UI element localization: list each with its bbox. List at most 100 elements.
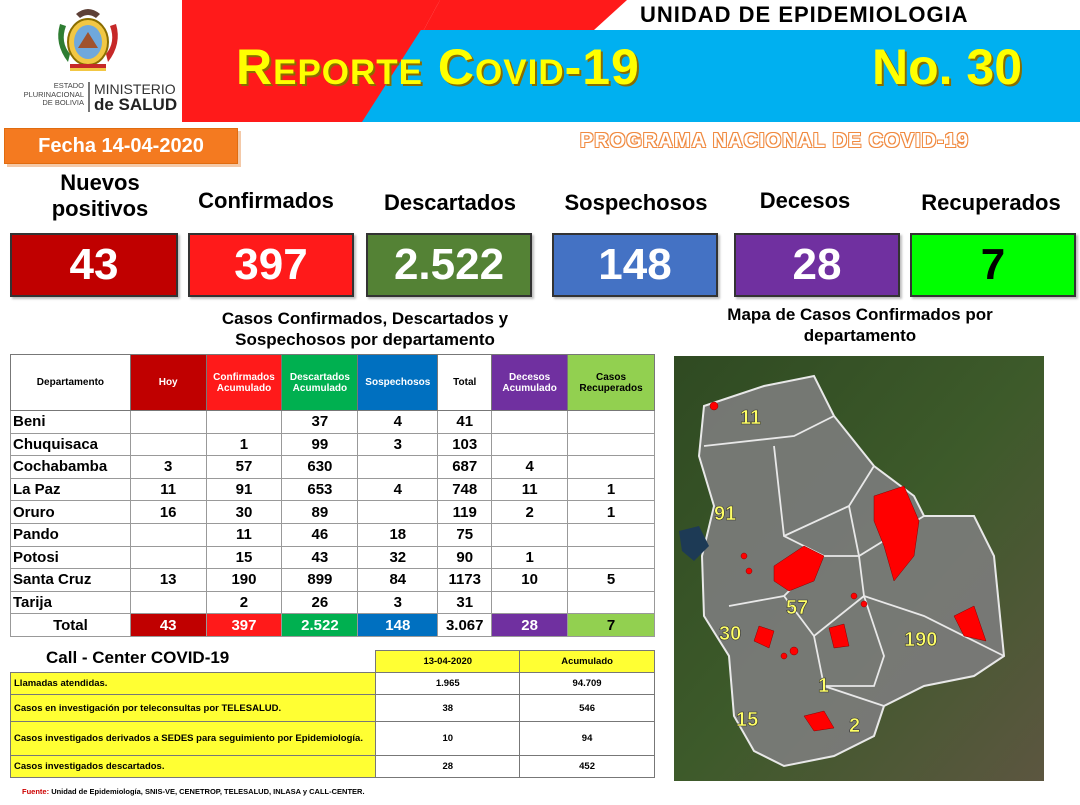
case-areas <box>709 401 987 732</box>
map-label-la-paz: 91 <box>714 503 736 525</box>
total-label-cell: Total <box>10 613 131 637</box>
cc-header-acum: Acumulado <box>519 650 655 673</box>
dept-value-cell: 75 <box>437 522 493 547</box>
table-row: Santa Cruz 13 190 899 84 1173 10 5 <box>10 568 655 592</box>
dept-value-cell: 11 <box>205 522 283 547</box>
map-label-potosi: 15 <box>736 709 758 731</box>
dept-table-header-cell: Sospechosos <box>357 354 439 411</box>
dept-value-cell: 1 <box>567 477 655 502</box>
dept-value-cell: 2 <box>205 590 283 615</box>
dept-value-cell: 1 <box>567 500 655 524</box>
cc-value-cell: 10 <box>375 721 521 756</box>
dept-value-cell: 1 <box>491 545 569 570</box>
dept-table-header-cell: Decesos Acumulado <box>491 354 569 411</box>
program-title: PROGRAMA NACIONAL DE COVID-19 <box>580 130 970 152</box>
stat-label-recuperados: Recuperados <box>921 190 1061 215</box>
table-row: Casos investigados descartados. 28 452 <box>9 755 655 778</box>
total-value-cell: 3.067 <box>437 613 493 637</box>
dept-value-cell: 630 <box>281 455 359 479</box>
header-banner <box>182 0 1080 122</box>
ministry-logo: ESTADO PLURINACIONAL DE BOLIVIA MINISTER… <box>14 2 184 120</box>
table-row: Casos en investigación por teleconsultas… <box>9 694 655 722</box>
dept-value-cell <box>567 522 655 547</box>
dept-value-cell <box>129 410 207 434</box>
table-row: Oruro 16 30 89 119 2 1 <box>10 500 655 524</box>
source-text: Unidad de Epidemiología, SNIS-VE, CENETR… <box>51 787 365 796</box>
dept-value-cell: 84 <box>357 568 439 592</box>
dept-name-cell: Pando <box>10 522 131 547</box>
dept-value-cell: 43 <box>281 545 359 570</box>
dept-value-cell: 4 <box>357 410 439 434</box>
dept-value-cell <box>129 522 207 547</box>
dept-value-cell: 99 <box>281 432 359 457</box>
dept-table-title: Casos Confirmados, Descartados y Sospech… <box>221 309 509 349</box>
dept-value-cell: 26 <box>281 590 359 615</box>
map-label-oruro: 30 <box>719 623 741 645</box>
stat-label-nuevos: Nuevos positivos <box>51 170 149 221</box>
source-label: Fuente: <box>22 787 50 796</box>
ministry-line: DE BOLIVIA <box>42 98 84 107</box>
dept-value-cell: 11 <box>129 477 207 502</box>
dept-value-cell <box>491 432 569 457</box>
dept-name-cell: Beni <box>10 410 131 434</box>
dept-value-cell: 13 <box>129 568 207 592</box>
ministry-salud: de SALUD <box>94 95 178 114</box>
stat-value-nuevos: 43 <box>10 233 178 297</box>
dept-value-cell: 18 <box>357 522 439 547</box>
coat-of-arms-icon <box>58 9 118 71</box>
logo-divider <box>88 82 90 112</box>
dept-table-header: Departamento Hoy Confirmados Acumulado Desc… <box>10 354 655 411</box>
bolivia-map: 11 91 57 30 190 1 15 2 <box>674 356 1044 781</box>
total-value-cell: 28 <box>491 613 569 637</box>
report-number: No. 30 <box>872 39 1023 95</box>
dept-value-cell <box>129 545 207 570</box>
dept-value-cell: 3 <box>357 432 439 457</box>
dept-name-cell: Oruro <box>10 500 131 524</box>
total-value-cell: 397 <box>205 613 283 637</box>
cc-value-cell: 546 <box>519 694 655 722</box>
dept-value-cell <box>567 410 655 434</box>
dept-value-cell: 748 <box>437 477 493 502</box>
dept-value-cell: 190 <box>205 568 283 592</box>
dept-value-cell: 90 <box>437 545 493 570</box>
total-value-cell: 43 <box>129 613 207 637</box>
dept-value-cell <box>357 455 439 479</box>
dept-value-cell: 91 <box>205 477 283 502</box>
cc-value-cell: 38 <box>375 694 521 722</box>
call-center-table: 13-04-2020 Acumulado Llamadas atendidas.… <box>9 650 655 778</box>
stat-label-descartados: Descartados <box>383 190 517 215</box>
map-label-cochabamba: 57 <box>786 597 808 619</box>
dept-table-header-cell: Casos Recuperados <box>567 354 655 411</box>
dept-value-cell: 46 <box>281 522 359 547</box>
report-date-badge: Fecha 14-04-2020 <box>4 128 238 164</box>
cc-value-cell: 452 <box>519 755 655 778</box>
map-label-tarija: 2 <box>849 715 860 737</box>
dept-value-cell: 103 <box>437 432 493 457</box>
call-center-title: Call - Center COVID-19 <box>46 648 230 667</box>
dept-value-cell <box>129 590 207 615</box>
stat-label-sospechosos: Sospechosos <box>564 190 708 215</box>
dept-value-cell: 32 <box>357 545 439 570</box>
dept-value-cell <box>129 432 207 457</box>
source-note: Fuente: Unidad de Epidemiología, SNIS-VE… <box>22 787 365 796</box>
dept-name-cell: Potosi <box>10 545 131 570</box>
dept-value-cell: 30 <box>205 500 283 524</box>
ministry-right-text: MINISTERIO de SALUD <box>94 81 177 113</box>
dept-value-cell: 119 <box>437 500 493 524</box>
dept-name-cell: Tarija <box>10 590 131 615</box>
dept-value-cell <box>491 522 569 547</box>
total-value-cell: 2.522 <box>281 613 359 637</box>
dept-value-cell: 11 <box>491 477 569 502</box>
dept-value-cell: 16 <box>129 500 207 524</box>
ministry-line: ESTADO <box>53 81 84 90</box>
cc-label-cell: Casos investigados derivados a SEDES par… <box>9 721 377 756</box>
dept-value-cell <box>491 590 569 615</box>
table-row: Beni 37 4 41 <box>10 410 655 434</box>
stat-value-descartados: 2.522 <box>366 233 532 297</box>
cc-label-cell: Casos investigados descartados. <box>9 755 377 778</box>
total-row: Total 43 397 2.522 148 3.067 28 7 <box>10 613 655 637</box>
table-row: Llamadas atendidas. 1.965 94.709 <box>9 672 655 695</box>
dept-table-header-cell: Confirmados Acumulado <box>205 354 283 411</box>
dept-value-cell <box>491 410 569 434</box>
dept-table-header-cell: Departamento <box>10 354 131 411</box>
